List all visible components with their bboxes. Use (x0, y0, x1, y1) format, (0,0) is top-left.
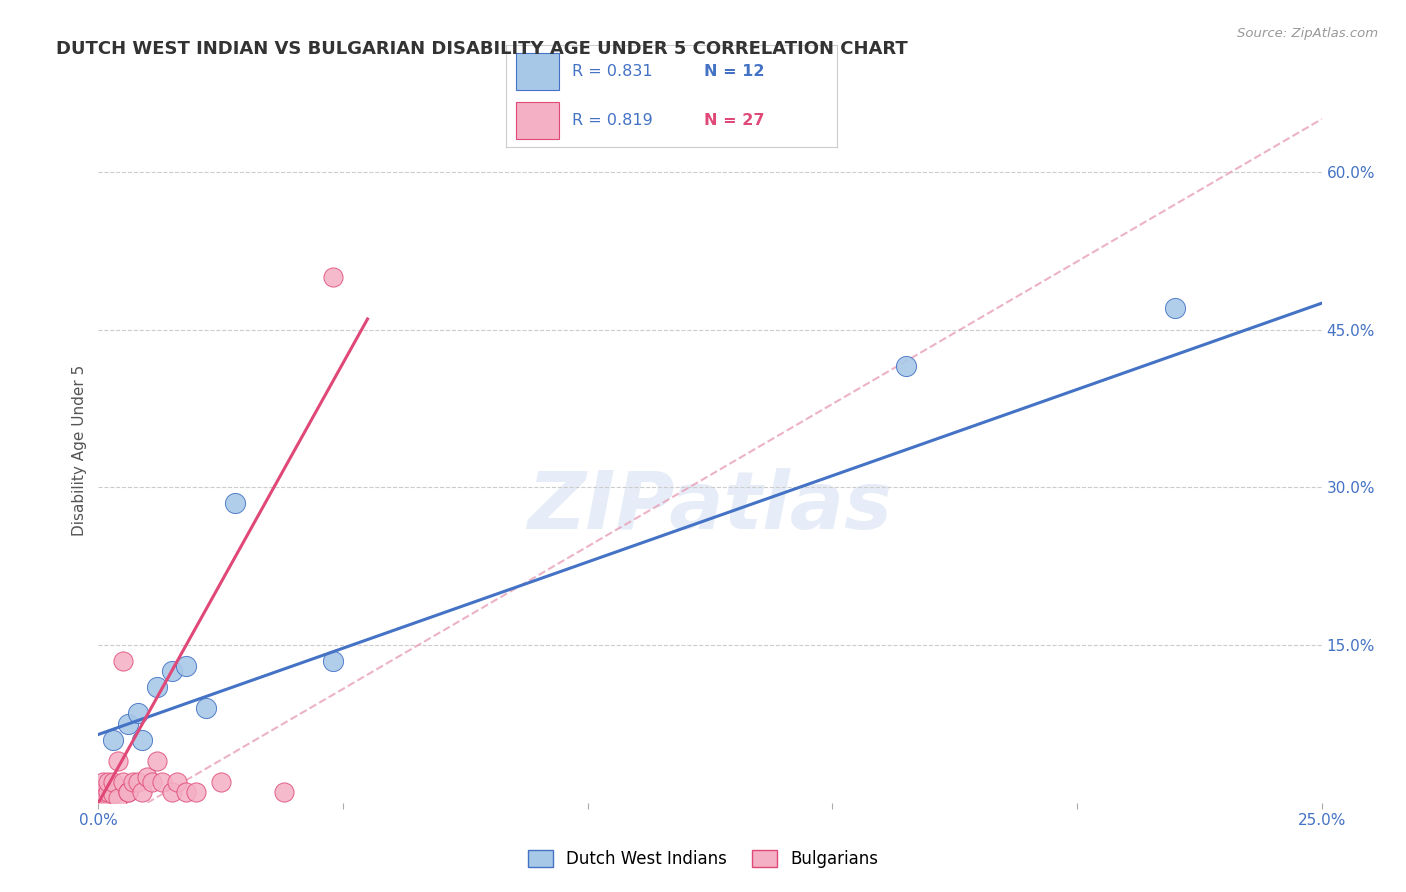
Point (136, 770, 159, 784)
Point (176, 659, 198, 673)
Point (111, 774, 134, 789)
Point (166, 774, 188, 789)
Point (131, 732, 153, 747)
Point (111, 654, 134, 668)
Point (894, 359, 917, 374)
Bar (516, 102, 560, 139)
Point (101, 788, 124, 802)
Point (209, 774, 232, 789)
Point (101, 732, 124, 747)
Point (127, 706, 149, 721)
Point (107, 790, 129, 805)
Text: Source: ZipAtlas.com: Source: ZipAtlas.com (1237, 27, 1378, 40)
Point (121, 774, 143, 789)
Point (97, 774, 120, 789)
Text: DUTCH WEST INDIAN VS BULGARIAN DISABILITY AGE UNDER 5 CORRELATION CHART: DUTCH WEST INDIAN VS BULGARIAN DISABILIT… (56, 40, 908, 58)
Text: ZIPatlas: ZIPatlas (527, 467, 893, 546)
Bar (516, 53, 560, 90)
Point (146, 680, 169, 694)
Point (176, 785, 198, 799)
Text: R = 0.831: R = 0.831 (572, 63, 652, 78)
Point (91, 790, 114, 805)
Point (117, 717, 139, 731)
Point (322, 269, 344, 284)
Legend: Dutch West Indians, Bulgarians: Dutch West Indians, Bulgarians (522, 843, 884, 875)
Point (117, 785, 139, 799)
Point (224, 496, 246, 510)
Point (1164, 301, 1187, 316)
Text: N = 27: N = 27 (704, 113, 765, 128)
Text: R = 0.819: R = 0.819 (572, 113, 652, 128)
Point (91, 785, 114, 799)
Point (160, 665, 183, 679)
Point (150, 774, 173, 789)
Point (186, 785, 208, 799)
Point (131, 785, 153, 799)
Point (127, 774, 149, 789)
Point (107, 754, 129, 768)
Point (146, 754, 169, 768)
Point (117, 785, 139, 799)
Point (322, 654, 344, 668)
Point (160, 785, 183, 799)
Text: N = 12: N = 12 (704, 63, 765, 78)
Point (273, 785, 295, 799)
Point (141, 774, 163, 789)
Point (97, 785, 120, 799)
Y-axis label: Disability Age Under 5: Disability Age Under 5 (72, 365, 87, 536)
Point (101, 774, 124, 789)
Point (91, 774, 114, 789)
Point (195, 701, 218, 715)
